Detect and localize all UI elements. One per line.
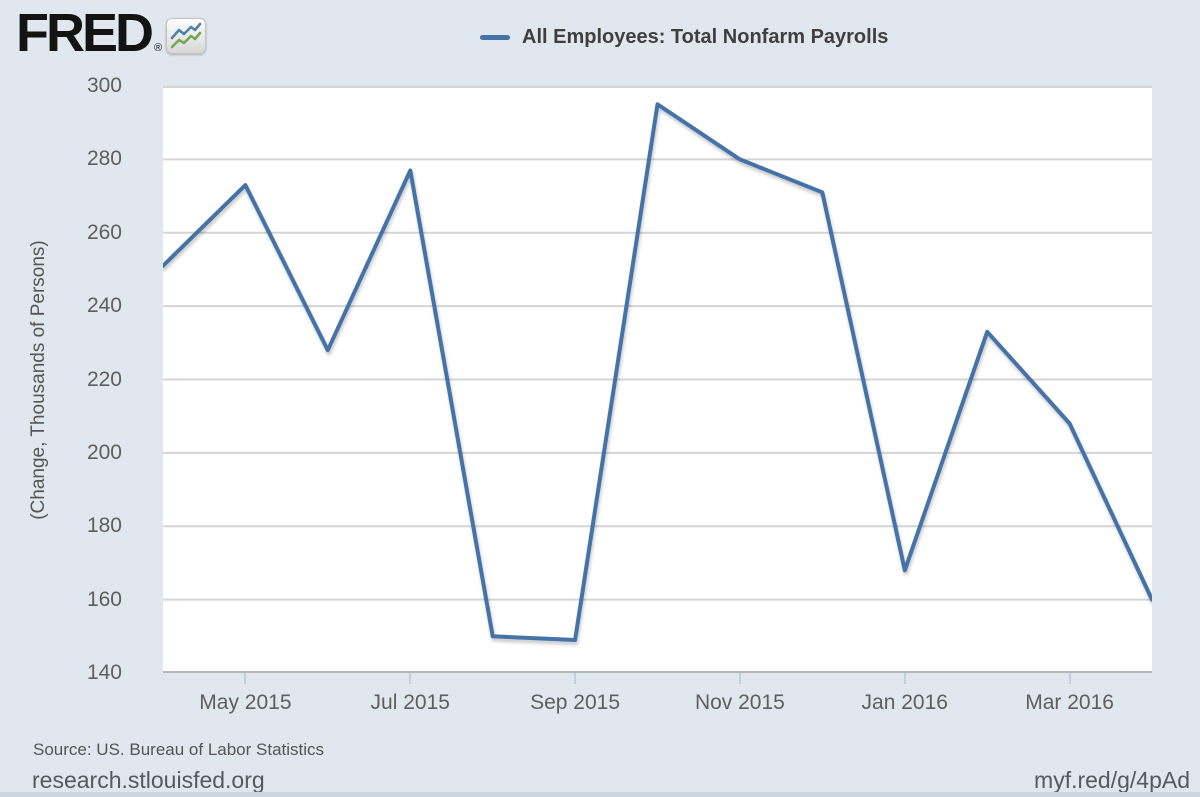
y-tick-label: 240 <box>86 294 122 318</box>
y-tick-label: 260 <box>86 220 122 244</box>
x-tick-mark <box>574 673 577 684</box>
y-tick-label: 280 <box>86 147 122 171</box>
x-tick-label: Mar 2016 <box>1025 691 1114 714</box>
x-tick-label: Jul 2015 <box>370 691 450 714</box>
x-tick-mark <box>903 673 906 684</box>
y-tick-label: 180 <box>86 514 122 538</box>
y-tick-label: 200 <box>86 440 122 464</box>
research-stlouisfed-link[interactable]: research.stlouisfed.org <box>32 767 265 793</box>
legend-line-swatch <box>480 34 510 40</box>
x-tick-mark <box>244 673 247 684</box>
x-tick-label: Sep 2015 <box>530 691 621 714</box>
x-tick-mark <box>1068 673 1071 684</box>
y-tick-label: 300 <box>86 74 122 97</box>
fred-wordmark: FRED <box>16 3 154 63</box>
x-tick-mark <box>738 673 741 684</box>
y-tick-label: 220 <box>86 367 122 391</box>
legend-label: All Employees: Total Nonfarm Payrolls <box>522 25 889 48</box>
bottom-edge-strip <box>0 792 1200 797</box>
x-tick-label: May 2015 <box>199 691 292 714</box>
series-line <box>163 102 1152 642</box>
source-note: Source: US. Bureau of Labor Statistics <box>33 740 325 759</box>
gridlines <box>163 86 1152 673</box>
plot-area[interactable] <box>163 86 1152 673</box>
y-tick-label: 140 <box>86 661 122 684</box>
payrolls-line-chart <box>163 86 1152 673</box>
fred-chart-logo-icon <box>166 18 207 54</box>
logo-sparkline-icon <box>170 22 202 49</box>
x-tick-label: Nov 2015 <box>694 691 785 714</box>
fred-logo: FRED ® <box>16 3 207 63</box>
y-tick-label: 160 <box>86 587 122 611</box>
short-url-link[interactable]: myf.red/g/4pAd <box>1034 767 1190 793</box>
legend-item-nonfarm-payrolls[interactable]: All Employees: Total Nonfarm Payrolls <box>480 24 888 50</box>
x-tick-label: Jan 2016 <box>861 691 948 714</box>
x-tick-mark <box>409 673 412 684</box>
registered-trademark-mark: ® <box>154 42 163 54</box>
